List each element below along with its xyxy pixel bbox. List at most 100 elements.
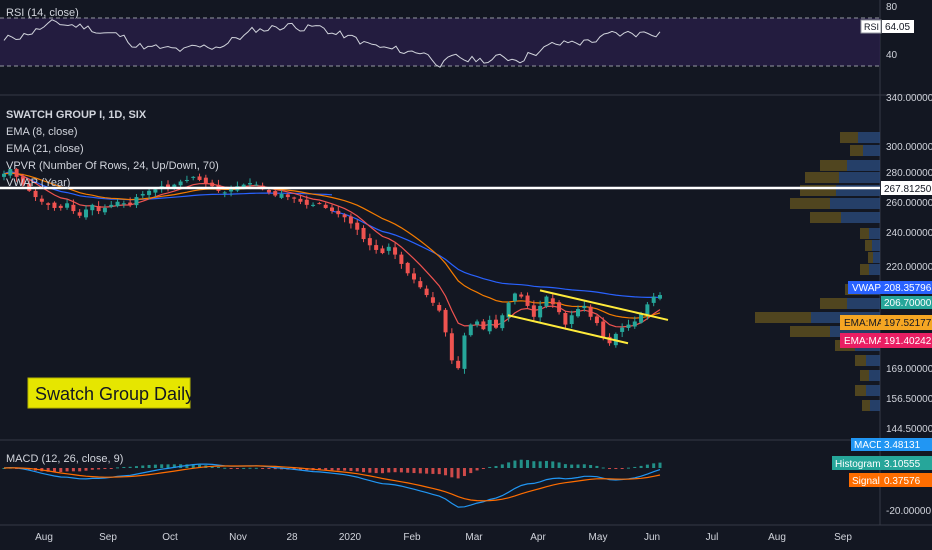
macd-tag-label: MACD: [854, 440, 883, 451]
macd-hist-bar: [216, 467, 220, 469]
macd-hist-bar: [261, 468, 265, 469]
macd-hist-bar: [273, 468, 277, 470]
candle-body: [550, 298, 555, 305]
candle-body: [500, 315, 505, 329]
macd-hist-bar: [242, 467, 246, 469]
macd-hist-bar: [362, 468, 366, 473]
candle-body: [525, 295, 530, 306]
rsi-title[interactable]: RSI (14, close): [6, 7, 79, 19]
candle-body: [348, 216, 353, 224]
price-tag-label: EMA:MA: [844, 318, 884, 329]
volume-bar-down: [847, 160, 880, 171]
macd-hist-bar: [248, 467, 252, 469]
indicator-ema8[interactable]: EMA (8, close): [6, 126, 78, 138]
macd-hist-bar: [456, 468, 460, 479]
macd-tag-value: 3.48131: [884, 440, 921, 451]
macd-tag-label: Histogram: [835, 459, 881, 470]
rsi-tick-40: 40: [886, 50, 898, 61]
candle-body: [121, 203, 126, 205]
candle-body: [512, 293, 517, 302]
candle-body: [576, 309, 580, 317]
main-title[interactable]: SWATCH GROUP I, 1D, SIX: [6, 109, 147, 121]
volume-bar-up: [840, 132, 858, 143]
candle-body: [8, 169, 13, 176]
volume-bar-up: [865, 240, 872, 251]
candle-body: [481, 321, 486, 330]
macd-hist-bar: [626, 467, 630, 469]
price-tag-ema-fast: EMA:MA 197.52177: [840, 315, 932, 330]
rsi-path: [3, 19, 661, 68]
macd-hist-bar: [595, 465, 599, 468]
macd-tag-value: 3.10555: [884, 459, 921, 470]
rsi-value-tag: RSI 64.05: [860, 19, 914, 34]
volume-bar-up: [800, 185, 836, 196]
macd-hist-bar: [412, 468, 416, 474]
macd-hist-bar: [84, 468, 88, 471]
candle-body: [563, 312, 568, 325]
candle-body: [330, 207, 334, 212]
macd-hist-bar: [513, 460, 517, 468]
channel-lines[interactable]: [507, 289, 669, 345]
rsi-tag-value: 64.05: [885, 22, 910, 33]
macd-tag-histogram: Histogram 3.10555: [832, 456, 932, 470]
indicator-vpvr[interactable]: VPVR (Number Of Rows, 24, Up/Down, 70): [6, 160, 219, 172]
candle-body: [58, 205, 63, 208]
macd-hist-bar: [532, 461, 536, 468]
candle-body: [607, 336, 612, 344]
volume-bar-down: [830, 326, 880, 337]
candle-body: [386, 246, 391, 251]
macd-hist-bar: [153, 464, 157, 468]
macd-hist-bar: [2, 468, 6, 469]
indicator-vwap[interactable]: VWAP (Year): [6, 177, 70, 189]
macd-hist-bar: [507, 462, 511, 468]
macd-hist-bar: [658, 462, 662, 468]
candle-body: [197, 176, 202, 180]
candle-body: [254, 184, 259, 186]
time-tick: Apr: [530, 532, 546, 543]
time-tick: Nov: [229, 532, 247, 543]
candle-body: [506, 302, 511, 318]
macd-hist-bar: [380, 468, 384, 474]
volume-bar-up: [862, 400, 870, 411]
volume-bar-down: [873, 252, 880, 263]
vwap-path-prev: [3, 170, 333, 201]
price-tick: 260.00000: [886, 198, 932, 209]
macd-hist-bar: [645, 464, 649, 468]
time-tick: Aug: [35, 532, 53, 543]
macd-hist-bar: [601, 467, 605, 469]
macd-title[interactable]: MACD (12, 26, close, 9): [6, 453, 123, 465]
volume-bar-down: [858, 132, 880, 143]
candle-body: [115, 201, 120, 207]
candle-body: [266, 189, 271, 193]
macd-hist-bar: [198, 464, 202, 468]
volume-bar-down: [836, 185, 880, 196]
candle-body: [96, 206, 101, 212]
indicator-ema21[interactable]: EMA (21, close): [6, 143, 84, 155]
candle-body: [639, 313, 644, 323]
macd-hist-bar: [160, 464, 164, 468]
candle-body: [178, 181, 183, 186]
annotation-text: Swatch Group Daily: [35, 384, 194, 404]
candle-body: [468, 324, 473, 336]
channel-upper-line: [539, 289, 669, 321]
volume-bar-down: [870, 400, 880, 411]
time-tick: Sep: [99, 532, 117, 543]
candle-body: [582, 305, 587, 309]
annotation-box[interactable]: Swatch Group Daily: [27, 377, 194, 409]
price-tick: 340.00000: [886, 93, 932, 104]
candle-body: [487, 319, 492, 332]
candle-body: [292, 197, 297, 199]
price-axis[interactable]: 340.00000 300.00000 280.00000 260.00000 …: [886, 93, 932, 435]
price-tag-value: 197.52177: [884, 318, 932, 329]
macd-hist-bar: [608, 468, 612, 469]
time-tick: Jun: [644, 532, 660, 543]
candle-body: [405, 262, 410, 274]
candle-body: [166, 184, 170, 188]
macd-hist-bar: [469, 468, 473, 474]
macd-hist-bar: [563, 464, 567, 468]
time-axis[interactable]: Aug Sep Oct Nov 28 2020 Feb Mar Apr May Jun Jul Aug S…: [35, 532, 852, 543]
candle-body: [90, 204, 95, 211]
volume-bar-down: [830, 198, 880, 209]
